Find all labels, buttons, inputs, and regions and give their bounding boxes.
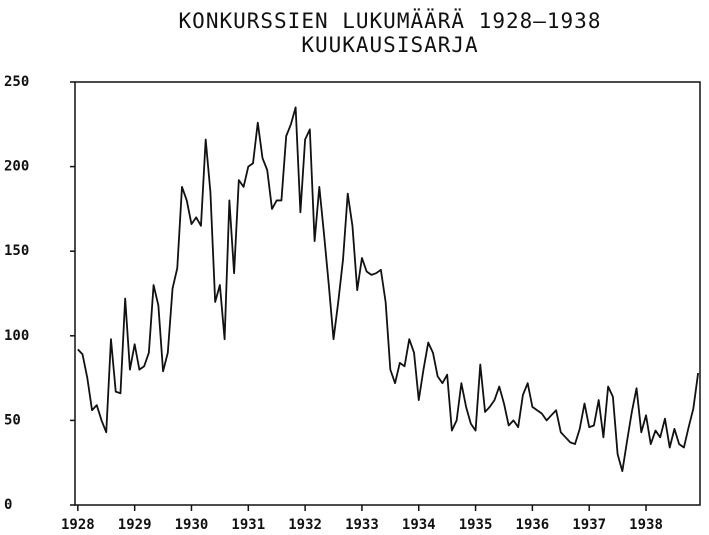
x-tick-label: 1937 [572, 517, 606, 533]
y-tick-label: 50 [4, 412, 21, 428]
x-tick-label: 1936 [516, 517, 550, 533]
y-tick-label: 100 [4, 328, 29, 344]
x-tick-label: 1934 [402, 517, 436, 533]
x-tick-label: 1930 [175, 517, 209, 533]
x-tick-label: 1931 [231, 517, 265, 533]
data-line [77, 106, 700, 473]
y-tick-label: 150 [4, 243, 29, 259]
y-tick-label: 200 [4, 159, 29, 175]
y-tick-label: 250 [4, 74, 29, 90]
x-tick-label: 1933 [345, 517, 379, 533]
chart-title: KONKURSSIEN LUKUMÄÄRÄ 1928–1938 [179, 8, 602, 33]
x-tick-label: 1929 [118, 517, 152, 533]
plot-frame [74, 81, 701, 506]
x-tick-label: 1935 [459, 517, 493, 533]
x-tick-label: 1938 [629, 517, 663, 533]
x-tick-label: 1928 [61, 517, 95, 533]
x-tick-label: 1932 [288, 517, 322, 533]
y-tick-label: 0 [4, 497, 12, 513]
chart-subtitle: KUUKAUSISARJA [301, 33, 478, 57]
